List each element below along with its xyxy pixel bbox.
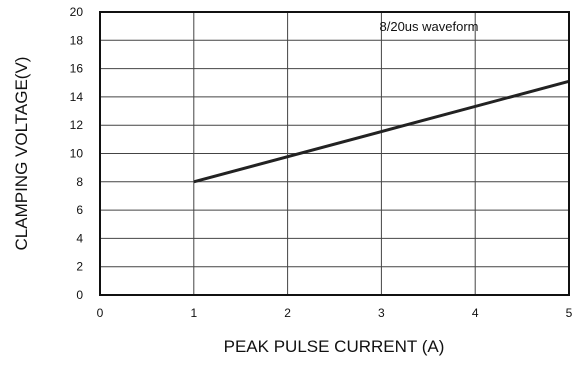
y-tick-label: 20 <box>70 5 84 19</box>
x-tick-label: 0 <box>97 306 104 320</box>
y-tick-label: 6 <box>76 203 83 217</box>
y-tick-label: 12 <box>70 118 84 132</box>
y-tick-label: 10 <box>70 147 84 161</box>
y-tick-labels: 0 2 4 6 8 10 12 14 16 18 20 <box>70 5 84 302</box>
grid <box>100 12 569 295</box>
plot-frame <box>99 11 570 296</box>
series-line <box>193 79 570 184</box>
waveform-annotation: 8/20us waveform <box>380 19 479 34</box>
y-tick-label: 8 <box>76 175 83 189</box>
y-tick-label: 2 <box>76 260 83 274</box>
x-tick-label: 5 <box>566 306 572 320</box>
x-tick-label: 3 <box>378 306 385 320</box>
y-tick-label: 18 <box>70 33 84 47</box>
y-tick-label: 0 <box>76 288 83 302</box>
y-axis-title: CLAMPING VOLTAGE(V) <box>12 57 31 251</box>
x-axis-title: PEAK PULSE CURRENT (A) <box>224 337 445 356</box>
series-layer <box>193 79 570 184</box>
x-tick-label: 1 <box>190 306 197 320</box>
x-tick-labels: 0 1 2 3 4 5 <box>97 306 572 320</box>
y-tick-label: 14 <box>70 90 84 104</box>
y-tick-label: 4 <box>76 231 83 245</box>
x-tick-label: 2 <box>284 306 291 320</box>
x-tick-label: 4 <box>472 306 479 320</box>
y-tick-label: 16 <box>70 62 84 76</box>
